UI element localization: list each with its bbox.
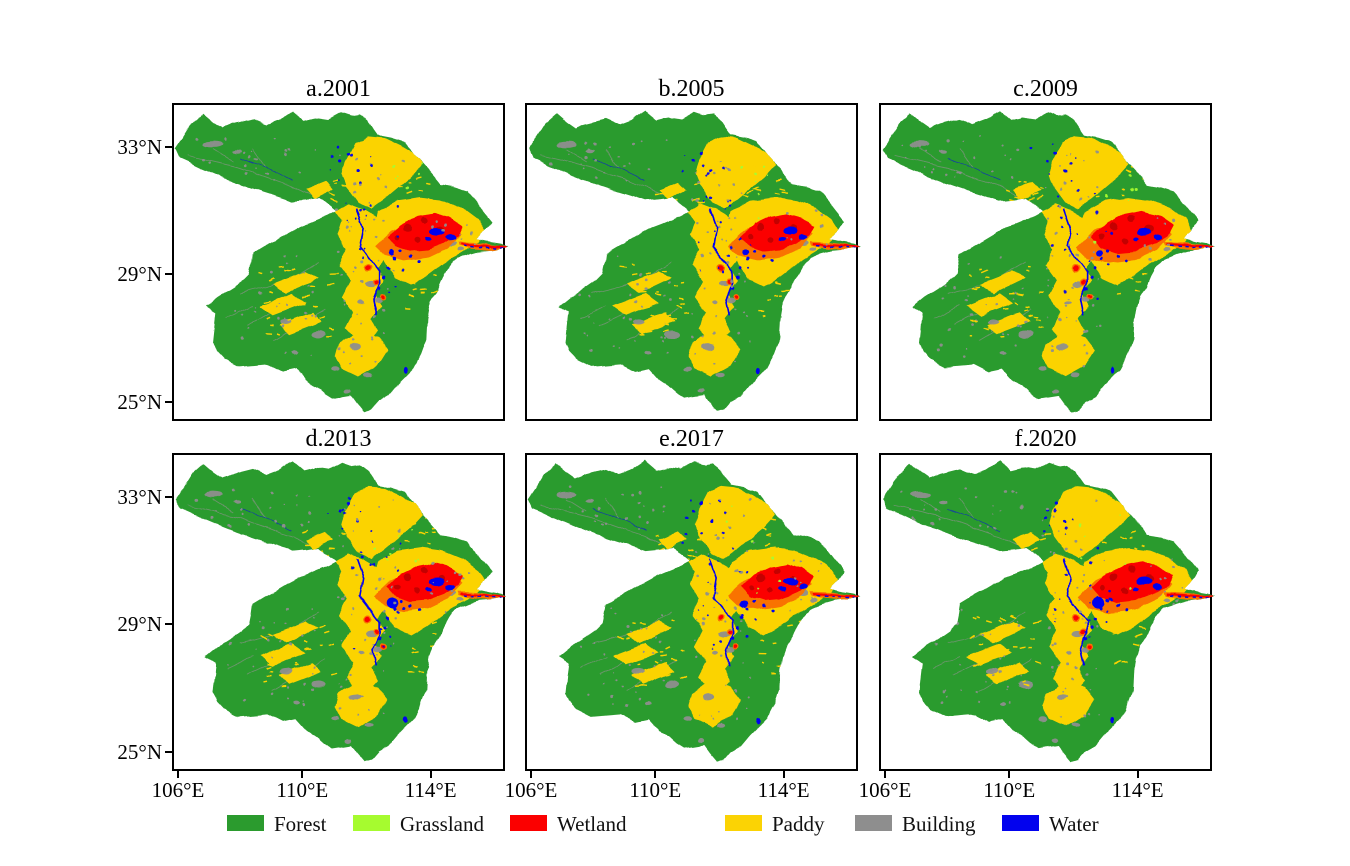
y-tick-label: 33°N (117, 135, 162, 160)
y-tick-label: 25°N (117, 390, 162, 415)
landuse-map (882, 110, 1215, 412)
legend-swatch-building (855, 815, 892, 831)
y-axis-tick (165, 272, 173, 275)
legend-label: Building (902, 812, 976, 836)
y-axis-tick (165, 146, 173, 149)
y-tick-label: 25°N (117, 740, 162, 765)
legend-label: Forest (274, 812, 327, 836)
landuse-map (175, 110, 508, 412)
legend-swatch-grassland (353, 815, 390, 831)
x-axis-tick (301, 770, 304, 778)
x-axis-tick (1008, 770, 1011, 778)
y-axis-tick (165, 751, 173, 754)
x-tick-label: 106°E (858, 778, 912, 802)
x-axis-tick (529, 770, 532, 778)
x-axis-tick (782, 770, 785, 778)
map-panel-c: c.2009 (879, 76, 1215, 421)
panel-title: d.2013 (305, 426, 372, 452)
x-axis-tick (1136, 770, 1139, 778)
x-tick-label: 110°E (629, 778, 682, 802)
x-tick-label: 110°E (276, 778, 329, 802)
legend-label: Grassland (400, 812, 484, 836)
y-tick-label: 33°N (117, 485, 162, 510)
legend-swatch-paddy (725, 815, 762, 831)
panel-title: a.2001 (306, 76, 371, 102)
panel-title: c.2009 (1013, 76, 1078, 102)
panel-title: b.2005 (658, 76, 725, 102)
y-axis-tick (165, 622, 173, 625)
panel-title: f.2020 (1014, 426, 1077, 452)
x-tick-label: 114°E (404, 778, 457, 802)
panel-title: e.2017 (659, 426, 724, 452)
x-tick-label: 114°E (1111, 778, 1164, 802)
y-axis-tick (165, 496, 173, 499)
landuse-map (882, 460, 1215, 762)
map-panel-b: b.2005 (525, 76, 861, 421)
x-tick-label: 110°E (983, 778, 1036, 802)
x-axis-tick (883, 770, 886, 778)
legend-swatch-wetland (510, 815, 547, 831)
x-axis-tick (429, 770, 432, 778)
x-tick-label: 106°E (504, 778, 558, 802)
map-panel-f: f.2020 106°E 110°E 114°E (859, 426, 1215, 802)
legend-label: Water (1049, 812, 1099, 836)
y-tick-label: 29°N (117, 611, 162, 636)
y-tick-label: 29°N (117, 261, 162, 286)
map-panel-e: e.2017 106°E 110°E 114°E (505, 426, 861, 802)
x-axis-tick (654, 770, 657, 778)
x-axis-tick (176, 770, 179, 778)
legend-swatch-forest (227, 815, 264, 831)
x-tick-label: 106°E (151, 778, 205, 802)
y-axis-tick (165, 401, 173, 404)
legend-swatch-water (1002, 815, 1039, 831)
landuse-map (528, 460, 861, 762)
landuse-map (528, 110, 861, 412)
x-tick-label: 114°E (757, 778, 810, 802)
legend-label: Paddy (772, 812, 825, 836)
map-panel-a: a.2001 33°N 29°N 25°N (117, 76, 508, 421)
legend-label: Wetland (557, 812, 627, 836)
landuse-map (175, 460, 508, 762)
map-panel-d: d.2013 33°N 29°N 25°N 106°E 110°E 114°E (117, 426, 508, 802)
